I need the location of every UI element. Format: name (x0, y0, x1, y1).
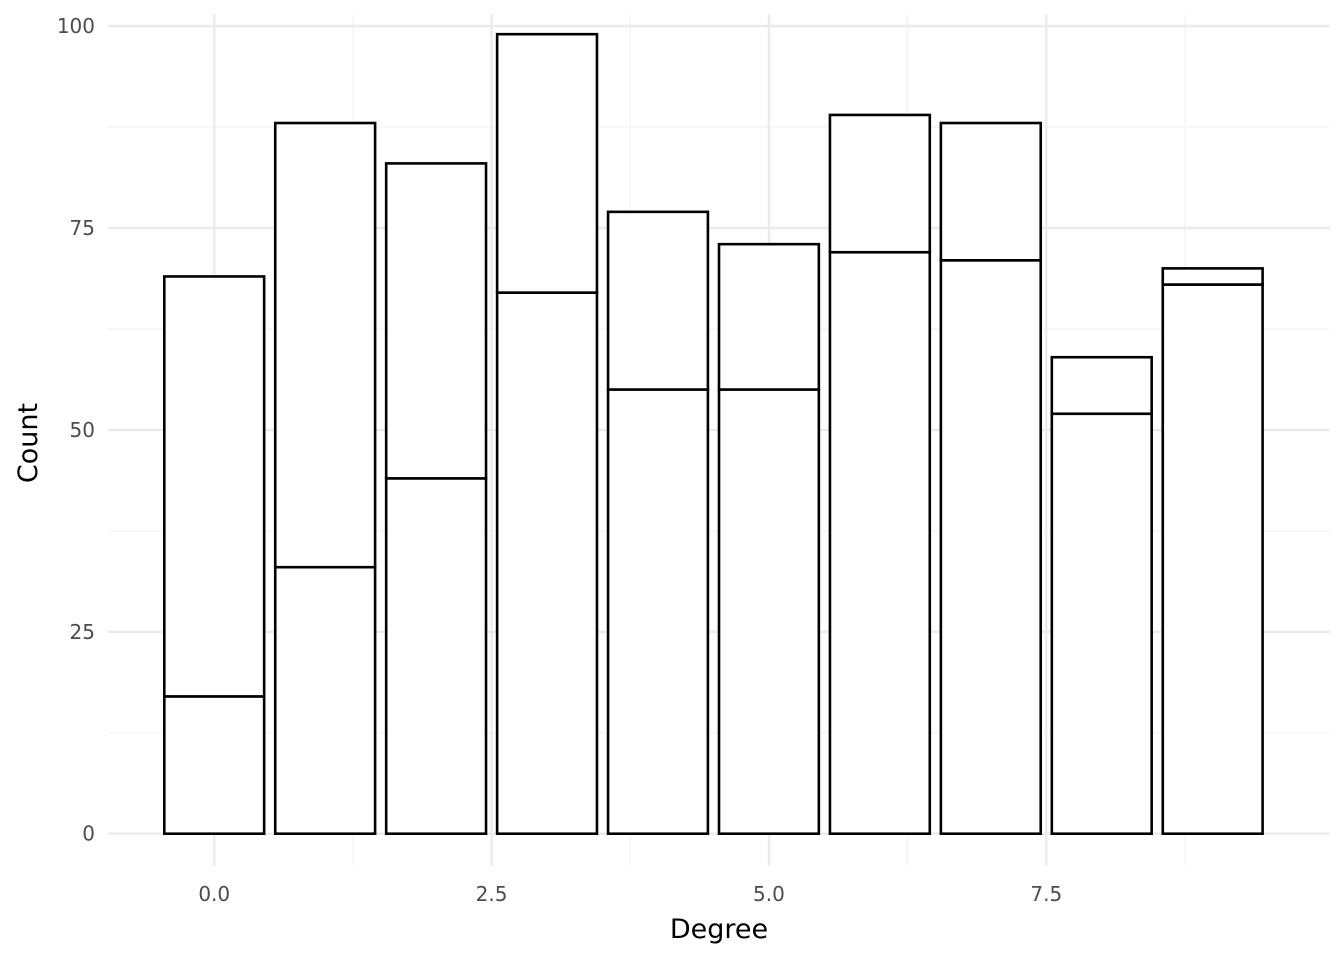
y-tick-label: 100 (57, 14, 95, 38)
bar-segment-lower (939, 259, 1043, 835)
bar-segment-upper (1161, 267, 1264, 286)
y-tick-label: 75 (70, 216, 95, 240)
bar-segment-upper (717, 242, 821, 391)
bar-segment-upper (828, 113, 932, 254)
bar-segment-upper (939, 121, 1043, 262)
bar-segment-lower (495, 291, 599, 835)
bar-segment-upper (273, 121, 377, 569)
y-axis-tick-labels: 0 25 50 75 100 (57, 14, 95, 846)
bar-segment-upper (1050, 355, 1153, 416)
x-tick-label: 7.5 (1030, 882, 1062, 906)
bar-segment-lower (273, 565, 377, 835)
x-axis-title: Degree (670, 914, 768, 945)
bar-segment-lower (606, 388, 710, 835)
y-tick-label: 50 (70, 418, 95, 442)
bar-segment-lower (1161, 283, 1264, 835)
bar-segment-lower (717, 388, 821, 835)
bar-segment-upper (606, 210, 710, 391)
y-tick-label: 0 (82, 822, 95, 846)
x-axis-tick-labels: 0.0 2.5 5.0 7.5 (198, 882, 1062, 906)
x-tick-label: 2.5 (476, 882, 508, 906)
bar-segment-upper (495, 32, 599, 294)
bar-segment-lower (828, 250, 932, 835)
bar-segment-upper (163, 275, 266, 698)
bar-segment-lower (384, 477, 488, 835)
x-tick-label: 5.0 (753, 882, 785, 906)
bar-segment-upper (384, 162, 488, 480)
bars (163, 32, 1264, 835)
x-tick-label: 0.0 (198, 882, 230, 906)
y-axis-title: Count (13, 403, 44, 483)
y-tick-label: 25 (70, 620, 95, 644)
bar-segment-lower (163, 695, 266, 835)
bar-segment-lower (1050, 412, 1153, 835)
